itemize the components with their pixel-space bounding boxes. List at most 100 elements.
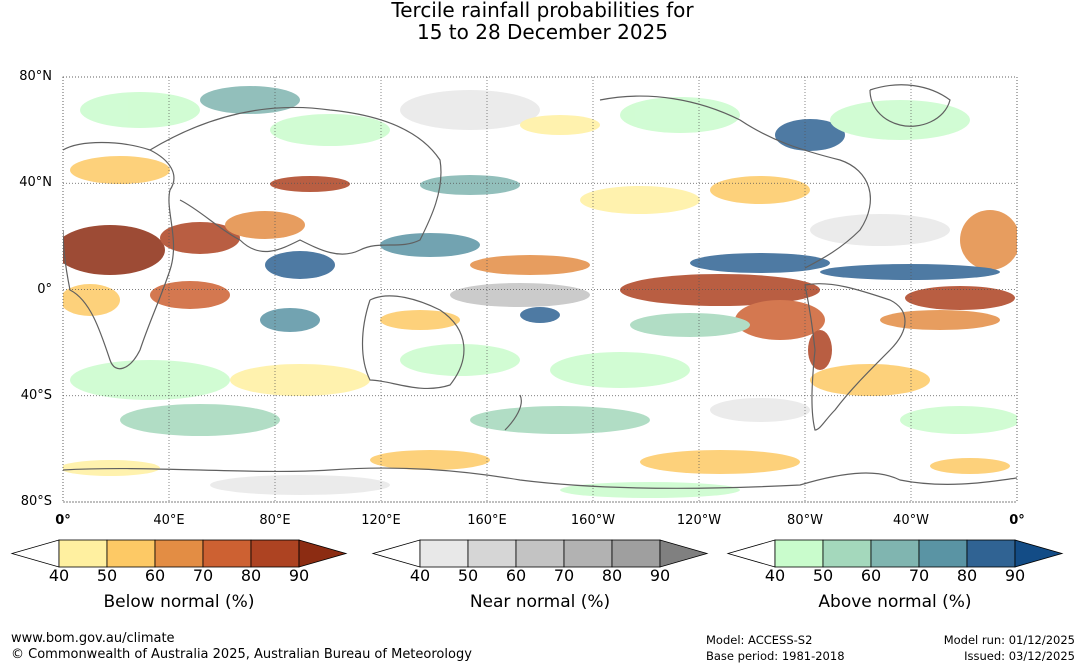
colorbar-segment [611, 539, 661, 568]
lat-label: 40°S [20, 387, 52, 403]
patch-above-light [400, 344, 520, 376]
lon-label: 160°W [570, 513, 616, 528]
colorbar-tick-label: 60 [860, 566, 882, 585]
colorbar-tick-label: 90 [649, 566, 671, 585]
coastlines [63, 84, 1017, 489]
colorbar-segment [106, 539, 156, 568]
patch-below-mid [710, 176, 810, 204]
chart-title-line1: Tercile rainfall probabilities for [391, 0, 694, 22]
patch-above-mid [380, 233, 480, 257]
patch-below-mid [735, 300, 825, 340]
lon-label: 160°E [467, 513, 507, 528]
patch-above-light [270, 114, 390, 146]
colorbar-high-extend [659, 539, 709, 568]
colorbar-tick-label: 80 [956, 566, 978, 585]
patch-near-light [810, 214, 950, 246]
colorbar-low-extend [371, 539, 421, 568]
patch-near-light [710, 398, 810, 422]
patch-above-light [620, 97, 740, 133]
colorbar-segment [250, 539, 300, 568]
patch-below-dark [160, 222, 240, 254]
patch-above-light [70, 360, 230, 400]
patch-above-light [900, 406, 1017, 434]
colorbar-segment [419, 539, 469, 568]
map-frame [62, 76, 1018, 503]
colorbar-high-extend [298, 539, 348, 568]
colorbar-segment [870, 539, 920, 568]
colorbar-tick-label: 50 [96, 566, 118, 585]
patch-above-dark [520, 307, 560, 323]
patch-above-mid [420, 175, 520, 195]
patch-below-dark [808, 330, 832, 370]
patch-below-mid [225, 211, 305, 239]
model-name: Model: ACCESS-S2 [706, 633, 813, 647]
lat-label: 40°N [19, 175, 52, 191]
patch-below-mid [370, 450, 490, 470]
colorbar-segment [774, 539, 824, 568]
colorbar-low-extend [726, 539, 776, 568]
patch-below-mid [70, 156, 170, 184]
colorbar-segment [822, 539, 872, 568]
patch-below-dark [905, 286, 1015, 310]
colorbar-title: Above normal (%) [818, 592, 972, 612]
colorbar-tick-label: 80 [240, 566, 262, 585]
colorbar-tick-label: 60 [144, 566, 166, 585]
patch-below-mid [930, 458, 1010, 474]
patch-above-mid [120, 404, 280, 436]
colorbars [10, 539, 1064, 568]
copyright-credit: © Commonwealth of Australia 2025, Austra… [11, 647, 472, 662]
lon-label: 80°W [787, 513, 823, 528]
colorbar-tick-label: 40 [764, 566, 786, 585]
colorbar-below [10, 539, 348, 568]
patch-below-mid [880, 310, 1000, 330]
colorbar-tick-label: 80 [601, 566, 623, 585]
colorbar-tick-label: 70 [192, 566, 214, 585]
patch-below-dark [620, 274, 820, 306]
colorbar-title: Below normal (%) [103, 592, 255, 612]
colorbar-high-extend [1014, 539, 1064, 568]
patch-above-light [560, 482, 740, 498]
colorbar-low-extend [10, 539, 60, 568]
patch-above-light [550, 352, 690, 388]
patch-below-light [580, 186, 700, 214]
patch-above-light [830, 100, 970, 140]
issued-date: Issued: 03/12/2025 [964, 649, 1075, 663]
colorbar-segment [467, 539, 517, 568]
website-credit: www.bom.gov.au/climate [11, 631, 175, 646]
base-period: Base period: 1981-2018 [706, 649, 845, 663]
patch-near-mid [450, 283, 590, 307]
patch-below-dark [270, 176, 350, 192]
colorbar-tick-label: 70 [553, 566, 575, 585]
patch-above-mid [630, 313, 750, 337]
colorbar-tick-label: 50 [812, 566, 834, 585]
patch-below-mid [960, 210, 1017, 270]
colorbar-segment [58, 539, 108, 568]
lon-label: 0° [1009, 513, 1025, 528]
lat-label: 80°N [19, 69, 52, 84]
colorbar-segment [563, 539, 613, 568]
patch-below-dark [63, 225, 165, 275]
patch-above-mid [470, 406, 650, 434]
colorbar-tick-label: 50 [457, 566, 479, 585]
patch-below-light [63, 460, 160, 476]
colorbar-segment [966, 539, 1016, 568]
colorbar-tick-label: 60 [505, 566, 527, 585]
lat-label: 0° [37, 281, 52, 297]
patch-above-mid [200, 86, 300, 114]
patch-below-mid [380, 310, 460, 330]
lat-label: 80°S [20, 494, 52, 509]
patch-above-dark [690, 253, 830, 273]
colorbar-segment [515, 539, 565, 568]
patch-above-dark [265, 251, 335, 279]
patch-below-mid [470, 255, 590, 275]
patch-near-light [210, 475, 390, 495]
lon-label: 120°E [361, 513, 401, 528]
colorbar-segment [154, 539, 204, 568]
patch-above-dark [820, 264, 1000, 280]
colorbar-tick-label: 40 [409, 566, 431, 585]
patch-below-light [520, 115, 600, 135]
colorbar-segment [202, 539, 252, 568]
chart-title-line2: 15 to 28 December 2025 [416, 20, 668, 44]
patch-below-mid [63, 284, 120, 316]
